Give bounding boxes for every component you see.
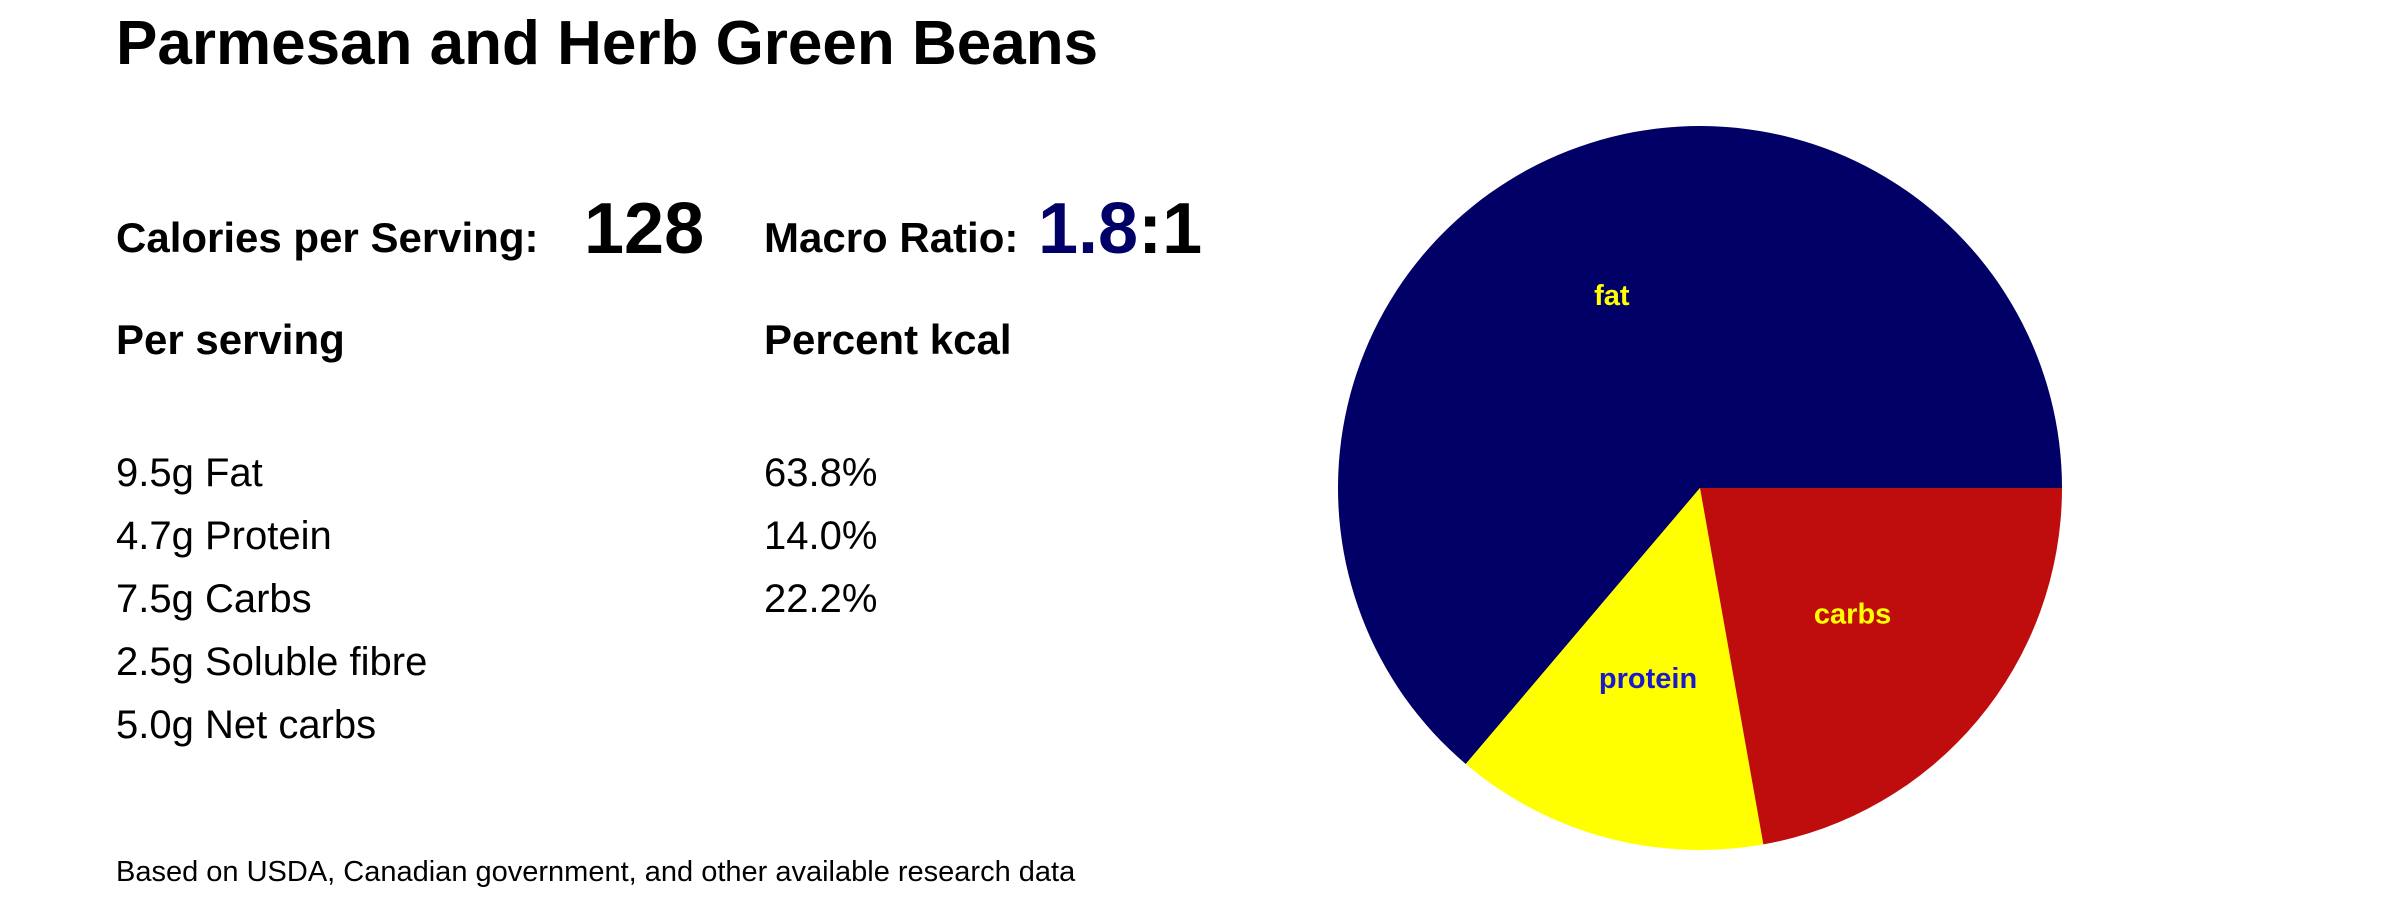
pie-label-fat: fat (1594, 280, 1630, 312)
macro-ratio-value: 1.8:1 (1038, 188, 1202, 270)
per-serving-list: 9.5g Fat 4.7g Protein 7.5g Carbs 2.5g So… (116, 442, 427, 757)
macro-ratio-number: 1.8 (1038, 189, 1138, 269)
pie-label-carbs: carbs (1814, 599, 1891, 631)
footnote: Based on USDA, Canadian government, and … (116, 856, 1075, 889)
macro-ratio-label: Macro Ratio: (764, 214, 1018, 262)
page-title: Parmesan and Herb Green Beans (116, 8, 1098, 79)
macro-pie-chart: fat protein carbs (1330, 118, 2070, 858)
per-serving-item-soluble-fibre: 2.5g Soluble fibre (116, 631, 427, 694)
per-serving-item-fat: 9.5g Fat (116, 442, 427, 505)
calories-label: Calories per Serving: (116, 214, 538, 262)
percent-kcal-list: 63.8% 14.0% 22.2% (764, 442, 877, 631)
calories-value: 128 (584, 188, 704, 270)
pie-slice-carbs (1700, 488, 2062, 844)
percent-kcal-item-protein: 14.0% (764, 505, 877, 568)
per-serving-heading: Per serving (116, 316, 345, 364)
per-serving-item-net-carbs: 5.0g Net carbs (116, 694, 427, 757)
per-serving-item-carbs: 7.5g Carbs (116, 568, 427, 631)
macro-ratio-suffix: :1 (1138, 189, 1202, 269)
per-serving-item-protein: 4.7g Protein (116, 505, 427, 568)
percent-kcal-item-carbs: 22.2% (764, 568, 877, 631)
percent-kcal-item-fat: 63.8% (764, 442, 877, 505)
percent-kcal-heading: Percent kcal (764, 316, 1012, 364)
pie-label-protein: protein (1599, 663, 1697, 695)
